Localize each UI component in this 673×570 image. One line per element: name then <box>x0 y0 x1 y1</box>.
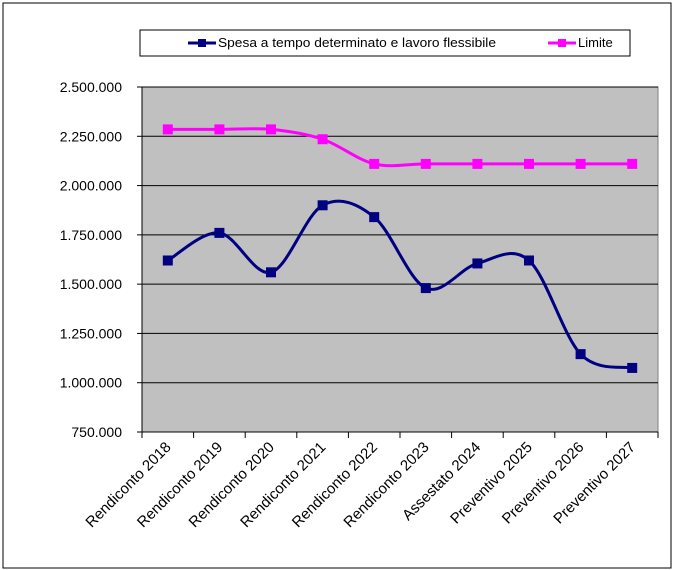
data-point-series-2 <box>627 158 638 169</box>
series-line-2 <box>167 127 633 168</box>
series-line-1 <box>167 199 633 370</box>
data-point-series-2 <box>317 134 328 145</box>
plot-area: 750.000 1.000.000 1.250.000 1.500.000 1.750.… <box>60 79 659 531</box>
data-point-series-1 <box>162 255 173 266</box>
legend: Spesa a tempo determinato e lavoro fless… <box>139 29 631 57</box>
y-tick-label: 750.000 <box>71 424 122 440</box>
y-tick-label: 2.500.000 <box>60 79 122 95</box>
data-point-series-2 <box>214 124 225 135</box>
data-point-series-2 <box>420 158 431 169</box>
data-point-series-2 <box>472 158 483 169</box>
y-tick-label: 2.000.000 <box>60 178 122 194</box>
data-point-series-1 <box>317 200 328 211</box>
y-tick-label: 1.250.000 <box>60 325 122 341</box>
data-point-series-1 <box>266 267 276 278</box>
plot-background <box>141 86 659 433</box>
data-point-series-2 <box>575 158 586 169</box>
data-point-series-1 <box>575 349 586 360</box>
data-point-series-1 <box>214 227 225 238</box>
data-point-series-2 <box>524 158 534 169</box>
data-point-series-2 <box>369 158 380 169</box>
legend-label-series-2: Limite <box>578 35 613 50</box>
legend-marker-series-2 <box>558 39 566 47</box>
y-tick-label: 1.750.000 <box>60 227 122 243</box>
y-tick-label: 2.250.000 <box>60 128 122 144</box>
y-tick-label: 1.500.000 <box>60 276 122 292</box>
data-point-series-1 <box>627 362 638 373</box>
data-point-series-1 <box>524 255 534 266</box>
y-tick-label: 1.000.000 <box>60 375 122 391</box>
legend-label-series-1: Spesa a tempo determinato e lavoro fless… <box>218 35 496 50</box>
data-point-series-1 <box>420 283 431 294</box>
data-point-series-2 <box>162 124 173 135</box>
legend-marker-series-1 <box>198 39 206 47</box>
data-point-series-1 <box>472 258 483 269</box>
data-point-series-2 <box>266 124 276 135</box>
data-point-series-1 <box>369 212 380 223</box>
